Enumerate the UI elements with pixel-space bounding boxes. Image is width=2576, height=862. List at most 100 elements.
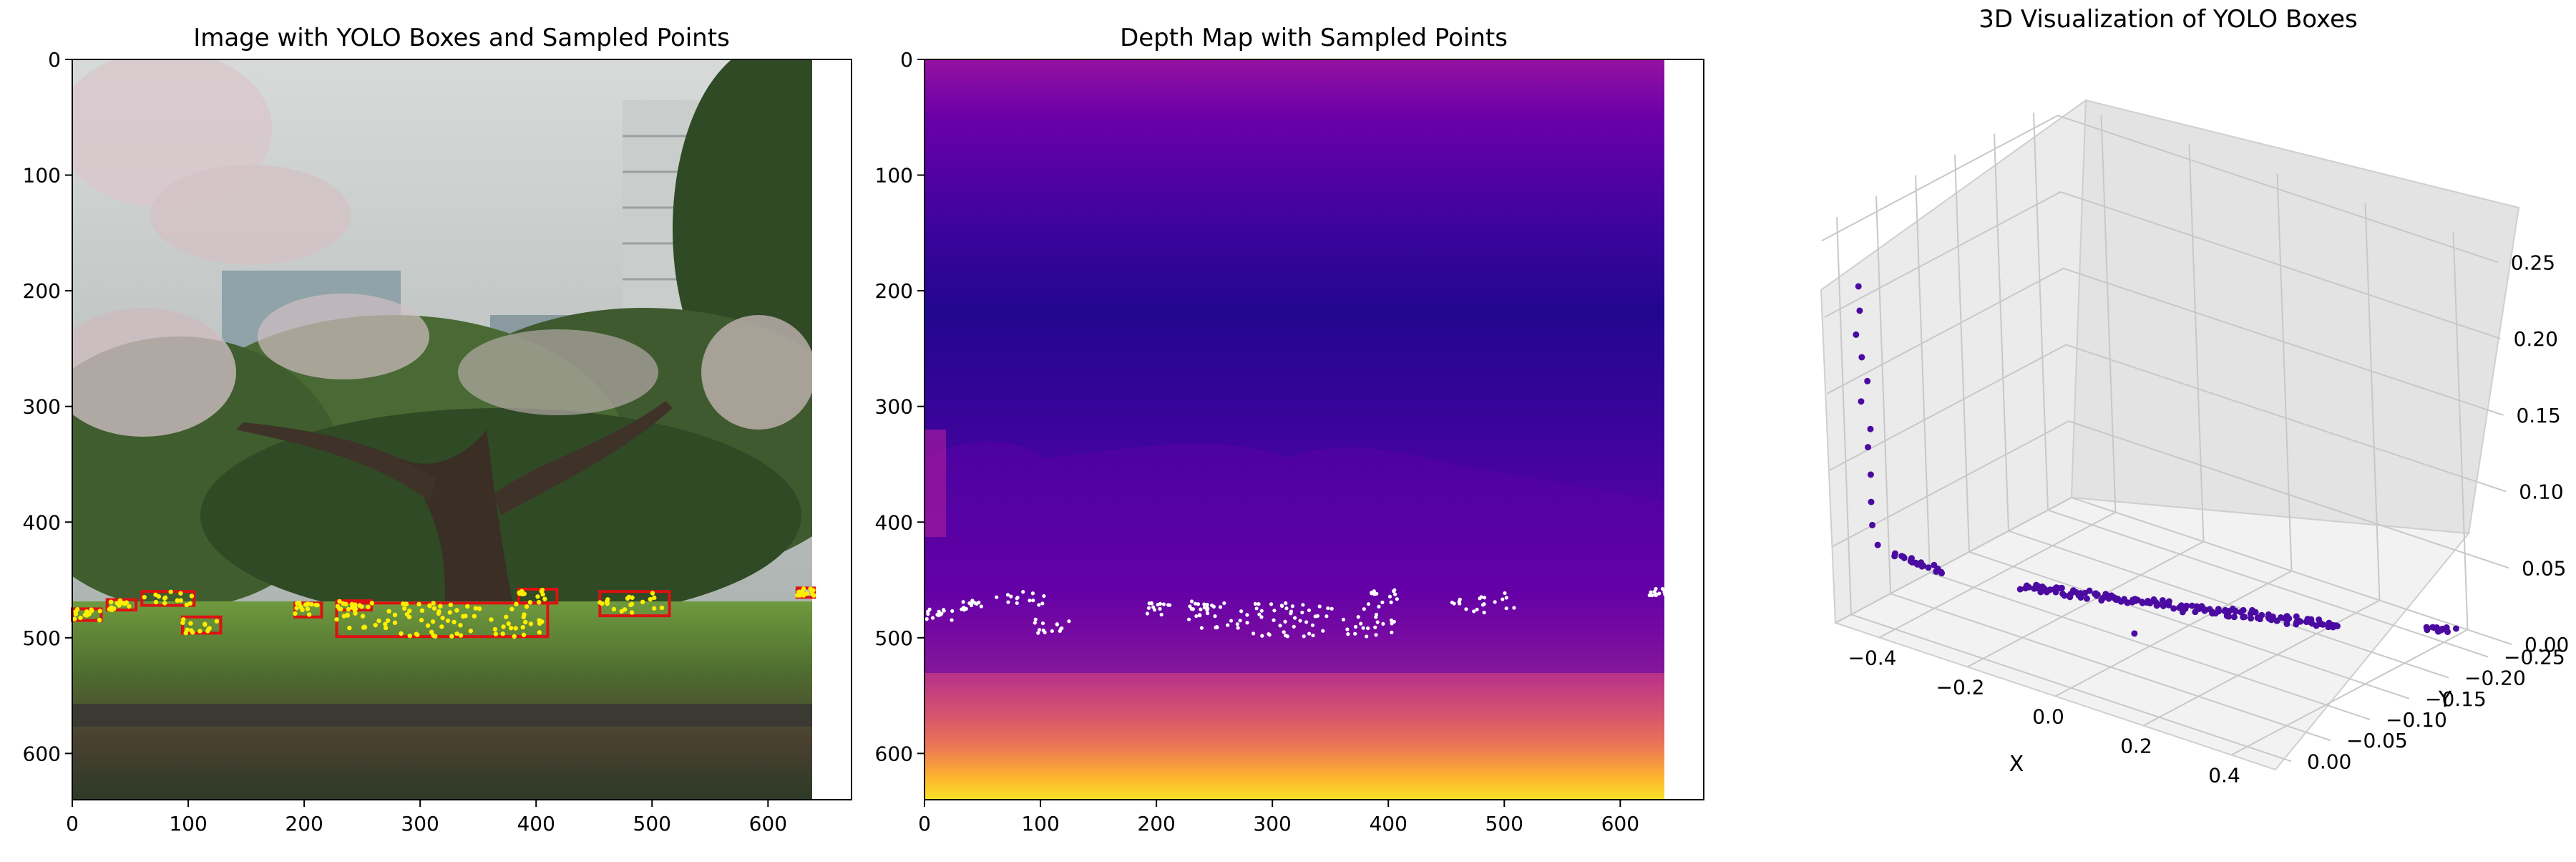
point-3d <box>2331 623 2338 630</box>
sampled-point <box>650 591 655 596</box>
point-3d <box>1858 354 1865 361</box>
sampled-point <box>1260 634 1264 638</box>
sampled-point <box>306 612 312 617</box>
sampled-point <box>1245 613 1249 617</box>
point-3d <box>2016 586 2024 593</box>
sampled-point <box>1372 589 1376 594</box>
sampled-point <box>1267 631 1271 636</box>
sampled-point <box>452 619 457 625</box>
sampled-point <box>425 623 431 628</box>
sampled-point <box>156 594 162 599</box>
sampled-point <box>392 620 398 625</box>
sampled-point <box>1284 601 1288 606</box>
sampled-point <box>1326 606 1330 611</box>
sampled-point <box>493 631 499 636</box>
sampled-point <box>1222 601 1226 606</box>
sampled-point <box>1021 590 1025 594</box>
sampled-point <box>181 617 186 622</box>
point-3d <box>1938 570 1946 577</box>
sampled-point <box>1482 610 1486 615</box>
sampled-point <box>1365 634 1369 639</box>
point-3d <box>2215 608 2223 615</box>
sampled-point <box>1036 631 1040 635</box>
sampled-point <box>1284 606 1289 611</box>
point-3d <box>2099 594 2107 601</box>
sampled-point <box>1257 602 1261 606</box>
sampled-point <box>1302 634 1306 639</box>
y-tick-label: −0.05 <box>2346 729 2408 752</box>
sampled-point <box>937 609 941 614</box>
sampled-point <box>492 626 498 632</box>
sampled-point <box>454 631 459 636</box>
sampled-point <box>1193 601 1198 606</box>
point-3d <box>2138 599 2145 606</box>
grid-line <box>1835 496 2512 645</box>
y-tick-label: 200 <box>23 279 61 303</box>
sampled-point <box>522 612 527 617</box>
panel-photo-frame <box>72 59 852 800</box>
sampled-point <box>961 600 965 604</box>
sampled-point <box>369 601 374 606</box>
point-3d <box>2283 620 2290 627</box>
sampled-point <box>1040 621 1045 626</box>
sampled-point <box>1289 611 1293 616</box>
sampled-point <box>1346 632 1350 636</box>
point-3d <box>2077 593 2084 600</box>
sampled-point <box>622 607 628 612</box>
y-tick-label: 500 <box>23 626 61 650</box>
sampled-point <box>979 604 983 609</box>
sampled-point <box>1186 617 1191 621</box>
sampled-point <box>926 611 930 616</box>
sampled-point <box>431 606 437 611</box>
sampled-point <box>1205 602 1209 607</box>
sampled-point <box>1189 599 1194 604</box>
sampled-point <box>506 621 511 626</box>
point-3d <box>2241 614 2248 621</box>
sampled-points-depth <box>924 586 1668 639</box>
sampled-point <box>1015 596 1020 600</box>
sampled-point <box>1512 606 1516 610</box>
sampled-point <box>1301 603 1305 607</box>
sampled-point <box>432 634 438 639</box>
y-tick-label: 300 <box>23 395 61 419</box>
point-3d <box>1858 398 1865 405</box>
x-tick-label: −0.2 <box>1936 676 1985 699</box>
sampled-point <box>1389 618 1394 623</box>
sampled-point <box>1377 604 1381 609</box>
sampled-point <box>78 615 83 621</box>
sampled-point <box>178 591 183 596</box>
panel-depth-frame <box>924 59 1704 800</box>
sampled-point <box>458 633 464 638</box>
sampled-point <box>1387 594 1392 599</box>
sampled-point <box>1199 626 1204 630</box>
sampled-point <box>1452 601 1456 606</box>
y-tick-label: −0.25 <box>2504 646 2565 669</box>
point-3d <box>2131 630 2138 637</box>
sampled-point <box>1259 609 1264 613</box>
sampled-point <box>1282 630 1286 634</box>
sampled-point <box>652 595 657 601</box>
sampled-point <box>1493 600 1497 604</box>
point-3d <box>2303 619 2310 626</box>
sampled-point <box>651 606 657 611</box>
point-3d <box>2424 626 2431 634</box>
sampled-point <box>1395 597 1399 601</box>
sampled-point <box>509 606 514 611</box>
sampled-point <box>1030 591 1035 596</box>
sampled-point <box>1145 611 1150 616</box>
sampled-point <box>383 621 388 626</box>
sampled-point <box>1229 619 1234 623</box>
depth-map-image <box>924 59 1664 800</box>
sampled-point <box>1330 606 1334 611</box>
sampled-point <box>1304 620 1309 624</box>
sampled-point <box>804 591 809 596</box>
z-tick-label: 0.00 <box>2524 633 2569 657</box>
photo-image <box>72 59 812 800</box>
sampled-point <box>513 626 518 631</box>
sampled-point <box>500 631 505 636</box>
sampled-point <box>1324 614 1329 619</box>
sampled-point <box>1503 591 1507 596</box>
sampled-point <box>1236 626 1240 630</box>
point-3d <box>1853 331 1860 338</box>
sampled-point <box>1269 602 1274 606</box>
